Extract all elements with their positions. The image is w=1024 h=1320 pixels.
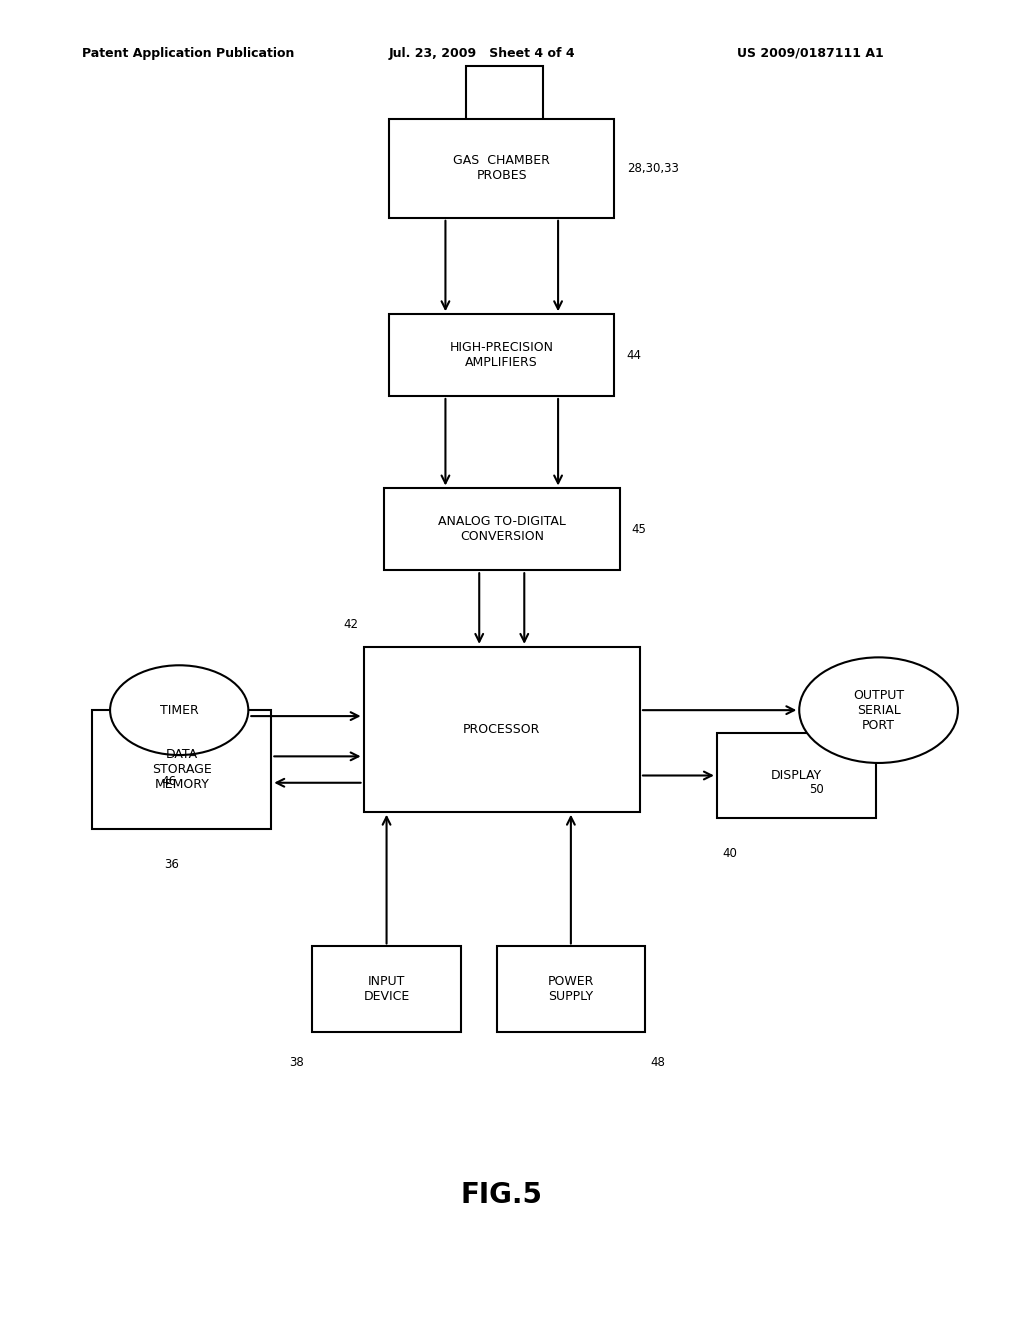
Text: 48: 48 — [650, 1056, 666, 1069]
FancyBboxPatch shape — [92, 710, 271, 829]
Text: 45: 45 — [632, 523, 647, 536]
Text: PROCESSOR: PROCESSOR — [463, 723, 541, 735]
Text: FIG.5: FIG.5 — [461, 1180, 543, 1209]
FancyBboxPatch shape — [384, 488, 620, 570]
Text: OUTPUT
SERIAL
PORT: OUTPUT SERIAL PORT — [853, 689, 904, 731]
Text: 28,30,33: 28,30,33 — [627, 162, 679, 174]
FancyBboxPatch shape — [389, 314, 614, 396]
Text: GAS  CHAMBER
PROBES: GAS CHAMBER PROBES — [454, 154, 550, 182]
Text: TIMER: TIMER — [160, 704, 199, 717]
FancyBboxPatch shape — [389, 119, 614, 218]
Ellipse shape — [110, 665, 248, 755]
Text: Jul. 23, 2009   Sheet 4 of 4: Jul. 23, 2009 Sheet 4 of 4 — [389, 46, 575, 59]
Text: Patent Application Publication: Patent Application Publication — [82, 46, 294, 59]
Text: 42: 42 — [343, 618, 358, 631]
Text: INPUT
DEVICE: INPUT DEVICE — [364, 975, 410, 1003]
FancyBboxPatch shape — [312, 946, 461, 1032]
Text: 50: 50 — [809, 783, 824, 796]
FancyBboxPatch shape — [497, 946, 645, 1032]
Text: POWER
SUPPLY: POWER SUPPLY — [548, 975, 594, 1003]
FancyBboxPatch shape — [466, 66, 543, 139]
Text: 46: 46 — [162, 775, 176, 788]
Text: 38: 38 — [290, 1056, 304, 1069]
Text: DISPLAY: DISPLAY — [771, 770, 821, 781]
Text: 44: 44 — [627, 348, 642, 362]
FancyBboxPatch shape — [717, 733, 876, 818]
Text: 40: 40 — [722, 847, 737, 861]
Text: ANALOG TO-DIGITAL
CONVERSION: ANALOG TO-DIGITAL CONVERSION — [438, 515, 565, 544]
Text: HIGH-PRECISION
AMPLIFIERS: HIGH-PRECISION AMPLIFIERS — [450, 341, 554, 370]
Ellipse shape — [799, 657, 958, 763]
Text: DATA
STORAGE
MEMORY: DATA STORAGE MEMORY — [152, 748, 212, 791]
Text: 36: 36 — [164, 858, 179, 871]
Text: US 2009/0187111 A1: US 2009/0187111 A1 — [737, 46, 884, 59]
FancyBboxPatch shape — [364, 647, 640, 812]
